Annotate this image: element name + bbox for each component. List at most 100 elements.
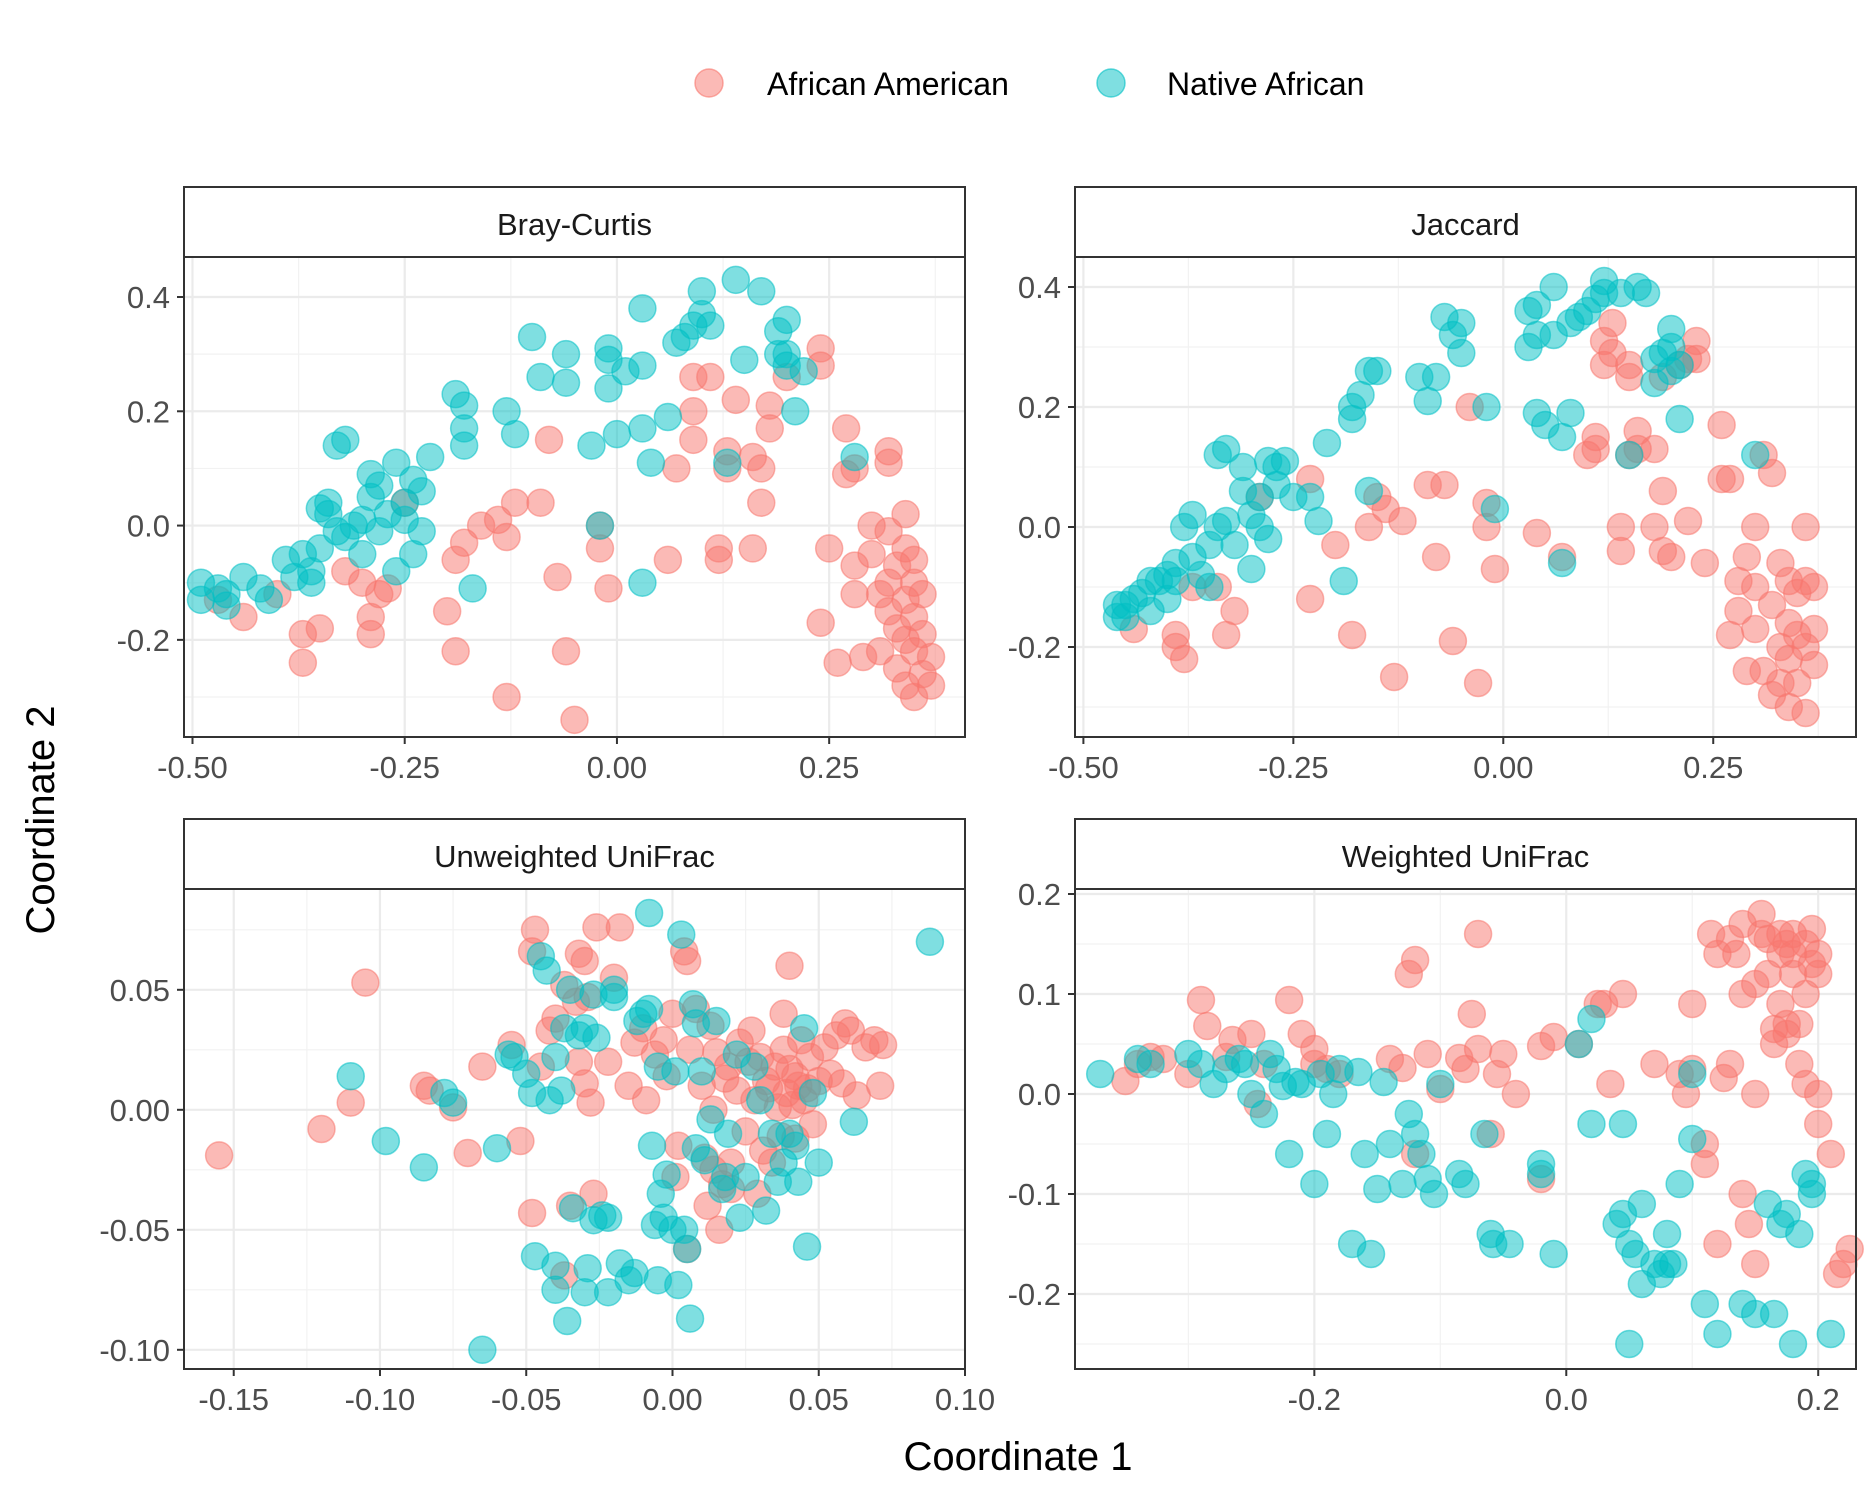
y-tick-label: -0.2 — [1008, 1277, 1061, 1312]
y-tick-label: -0.2 — [1008, 630, 1061, 665]
data-point — [500, 419, 530, 449]
data-point — [534, 425, 564, 455]
data-point — [1640, 1049, 1669, 1079]
y-tick-label: 0.0 — [1018, 510, 1061, 545]
data-point — [1470, 1119, 1499, 1149]
data-point — [1615, 1329, 1644, 1359]
data-point — [441, 637, 470, 666]
y-tick-label: -0.05 — [99, 1213, 170, 1248]
data-point — [551, 637, 581, 666]
x-tick-label: 0.05 — [789, 1382, 849, 1417]
data-point — [492, 682, 521, 712]
data-point — [1799, 650, 1829, 680]
data-point — [806, 608, 835, 637]
data-point — [1375, 1129, 1405, 1159]
data-point — [500, 488, 530, 517]
data-point — [704, 545, 734, 575]
data-point — [297, 568, 326, 597]
data-point — [1640, 512, 1669, 542]
x-tick-label: 0.2 — [1797, 1382, 1840, 1417]
data-point — [1740, 1249, 1770, 1279]
data-point — [775, 951, 804, 981]
panel-unweighted-unifrac: Unweighted UniFrac -0.15 -0.10 -0.05 0.00 0.0… — [99, 818, 995, 1417]
series-native-african — [336, 898, 945, 1365]
data-point — [840, 442, 869, 472]
data-point — [634, 994, 664, 1024]
data-point — [1648, 476, 1678, 506]
x-tick-label: 0.25 — [799, 750, 859, 785]
data-point — [492, 522, 521, 552]
data-point — [594, 574, 623, 603]
data-point — [868, 1030, 898, 1060]
data-point — [573, 1253, 602, 1283]
data-point — [696, 362, 725, 392]
data-point — [1791, 698, 1820, 728]
data-point — [458, 574, 487, 603]
data-point — [789, 1013, 819, 1043]
y-tick-label: 0.1 — [1018, 977, 1061, 1012]
data-point — [823, 648, 852, 677]
data-point — [1665, 404, 1694, 434]
data-point — [1350, 1139, 1379, 1169]
x-tick-label: -0.25 — [369, 750, 440, 785]
data-point — [1312, 428, 1342, 458]
data-point — [1426, 1069, 1455, 1099]
data-point — [634, 898, 664, 928]
data-point — [1169, 644, 1199, 674]
data-point — [371, 1126, 401, 1156]
facet-title: Unweighted UniFrac — [434, 839, 715, 874]
data-point — [1363, 1174, 1392, 1204]
data-point — [594, 374, 623, 403]
x-tick-label: 0.00 — [1473, 750, 1533, 785]
data-point — [730, 345, 759, 375]
data-point — [1304, 506, 1333, 536]
data-point — [438, 1088, 468, 1117]
data-point — [1230, 1049, 1260, 1079]
data-point — [605, 913, 635, 942]
data-point — [517, 1198, 547, 1228]
facet-title: Jaccard — [1411, 207, 1520, 242]
data-point — [1539, 272, 1568, 302]
data-point — [1463, 1034, 1493, 1064]
data-point — [687, 277, 717, 306]
data-point — [1220, 530, 1249, 560]
data-point — [737, 1016, 766, 1045]
data-point — [672, 946, 702, 976]
data-point — [1413, 1039, 1442, 1069]
data-point — [1665, 350, 1694, 380]
panel-weighted-unifrac: Weighted UniFrac -0.2 0.0 0.2 -0.2 -0.1 0.0 0.1… — [1008, 818, 1864, 1417]
data-point — [769, 999, 798, 1029]
data-point — [662, 454, 691, 483]
data-point — [667, 920, 696, 949]
y-tick-label: 0.2 — [1018, 390, 1061, 425]
data-point — [541, 1251, 570, 1281]
x-tick-label: 0.10 — [935, 1382, 995, 1417]
data-point — [679, 397, 708, 426]
data-point — [1577, 1004, 1606, 1034]
data-point — [1547, 548, 1577, 578]
data-point — [482, 1133, 512, 1163]
data-point — [1419, 1179, 1449, 1209]
x-axis-title: Coordinate 1 — [903, 1435, 1132, 1479]
data-point — [1274, 1139, 1304, 1169]
y-tick-label: 0.2 — [127, 394, 170, 429]
data-point — [254, 585, 284, 615]
data-point — [336, 1061, 365, 1091]
data-point — [1457, 999, 1487, 1029]
data-point — [1356, 1239, 1386, 1269]
data-point — [1690, 548, 1720, 578]
data-point — [351, 968, 380, 997]
data-point — [1522, 518, 1552, 548]
data-point — [1369, 1067, 1398, 1097]
data-point — [1803, 1109, 1833, 1139]
data-point — [381, 557, 411, 586]
data-point — [1354, 476, 1384, 506]
data-point — [1463, 668, 1493, 698]
data-point — [747, 488, 776, 517]
data-point — [865, 637, 895, 666]
data-point — [631, 1085, 661, 1115]
data-point — [570, 946, 599, 976]
y-tick-label: 0.0 — [127, 509, 170, 544]
data-point — [1193, 1011, 1222, 1041]
data-point — [713, 448, 742, 477]
